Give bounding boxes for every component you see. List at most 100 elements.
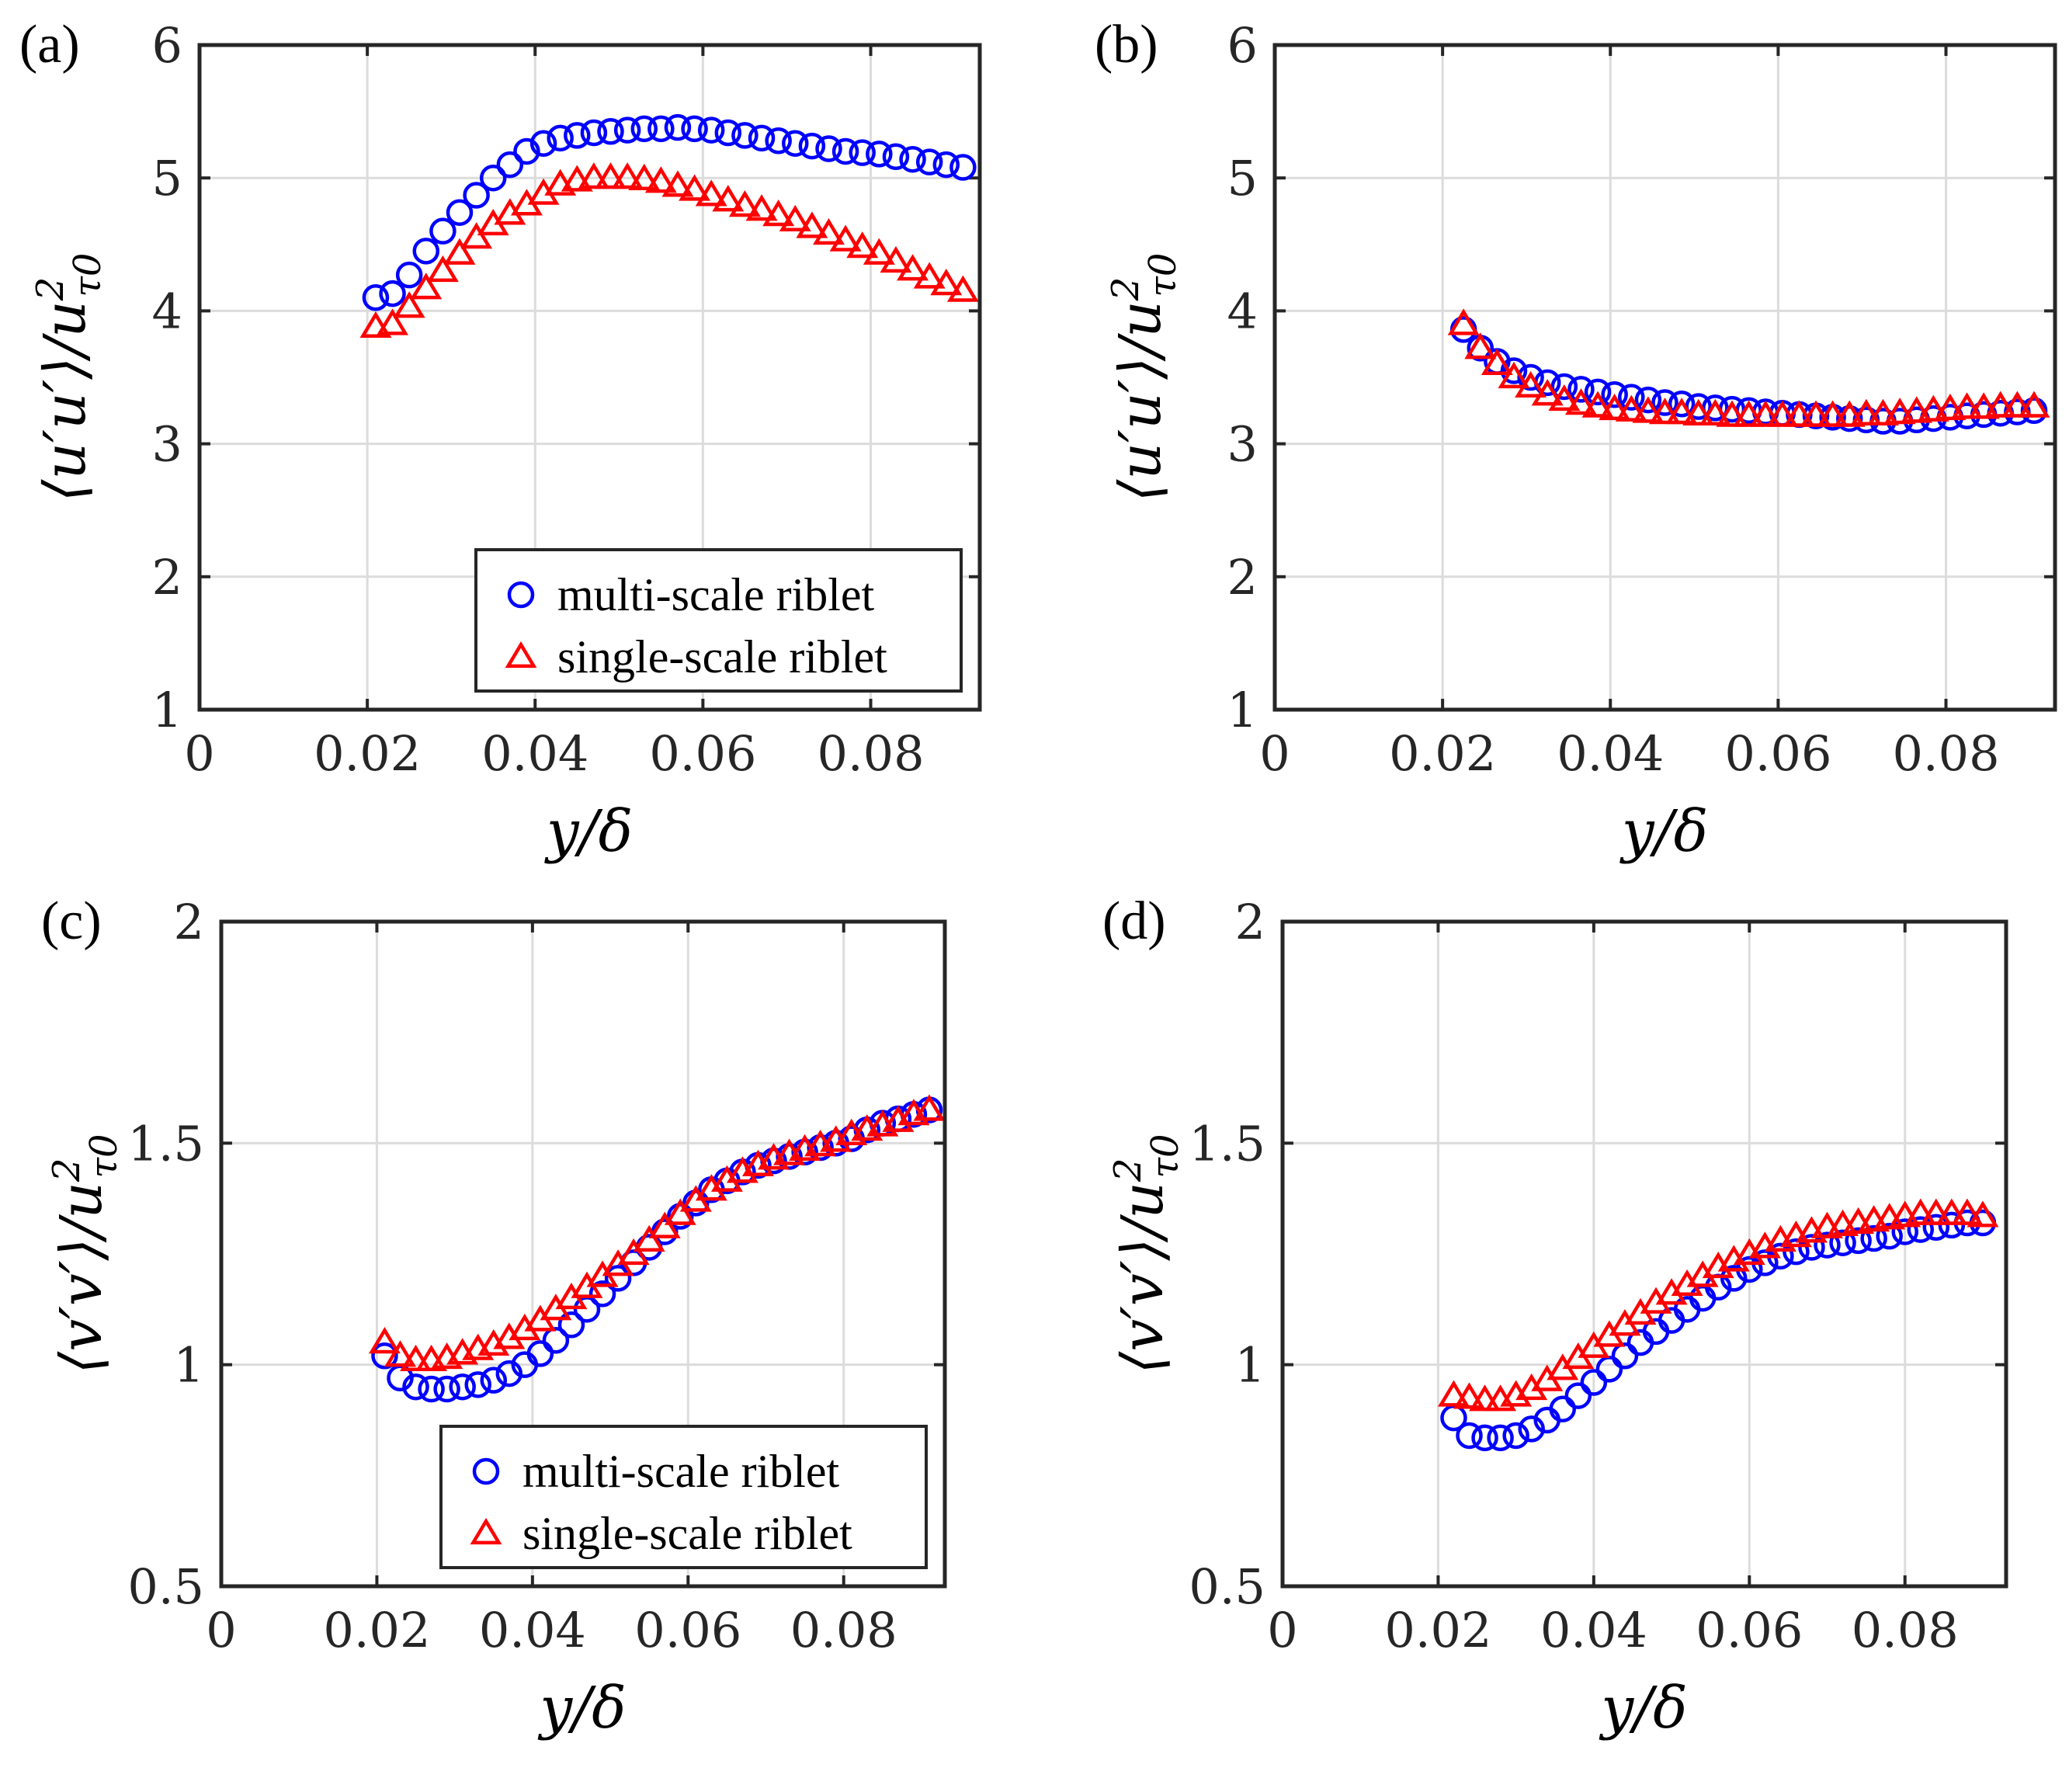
data-point bbox=[1584, 378, 1612, 406]
x-tick-label: 0.06 bbox=[634, 1602, 741, 1658]
x-tick-label: 0.02 bbox=[1389, 725, 1496, 782]
data-point bbox=[393, 291, 425, 318]
data-point bbox=[460, 222, 493, 249]
data-point bbox=[1783, 1238, 1810, 1266]
data-point bbox=[1883, 398, 1916, 425]
data-point bbox=[1438, 1380, 1470, 1407]
data-point bbox=[745, 194, 778, 221]
y-axis-label: ⟨v′v′⟩/u2τ0 bbox=[1106, 1134, 1187, 1374]
data-point bbox=[2018, 391, 2050, 418]
y-tick-label: 0.5 bbox=[127, 1558, 204, 1615]
data-point bbox=[1567, 376, 1595, 403]
data-point bbox=[1934, 393, 1967, 421]
data-point bbox=[557, 1311, 585, 1339]
y-axis-label-main: ⟨u′u′⟩/u bbox=[32, 300, 99, 502]
axes-box bbox=[1272, 43, 2057, 712]
axes-box bbox=[197, 43, 982, 712]
legend-box bbox=[439, 1425, 928, 1569]
y-tick-label: 4 bbox=[1227, 283, 1258, 339]
data-point bbox=[1564, 1382, 1592, 1409]
data-point bbox=[1615, 394, 1647, 422]
series-single-scale bbox=[368, 1094, 946, 1372]
data-point bbox=[595, 162, 627, 189]
data-point bbox=[588, 1280, 616, 1308]
y-axis-label-sup: 2 bbox=[1104, 277, 1147, 302]
data-point bbox=[1651, 389, 1678, 416]
y-tick-label: 0.5 bbox=[1189, 1558, 1265, 1615]
data-point bbox=[866, 141, 893, 168]
data-point bbox=[1518, 1415, 1545, 1443]
data-point bbox=[731, 122, 759, 149]
data-point bbox=[1922, 1214, 1950, 1242]
y-tick-label: 2 bbox=[152, 549, 182, 606]
data-point bbox=[697, 116, 725, 144]
y-axis-label-sup: 2 bbox=[1106, 1158, 1150, 1183]
data-point bbox=[547, 124, 574, 152]
data-point bbox=[796, 211, 828, 238]
data-point bbox=[617, 1238, 650, 1266]
data-point bbox=[412, 238, 440, 265]
data-point bbox=[1907, 1216, 1935, 1243]
y-axis-label: ⟨u′u′⟩/u2τ0 bbox=[1104, 253, 1185, 502]
y-tick-label: 2 bbox=[1227, 549, 1258, 606]
data-point bbox=[1850, 398, 1883, 425]
data-point bbox=[578, 162, 610, 189]
x-tick-label: 0.06 bbox=[649, 725, 756, 782]
data-point bbox=[496, 151, 524, 179]
data-point bbox=[1502, 1422, 1529, 1450]
data-point bbox=[712, 185, 745, 212]
x-tick-label: 0.08 bbox=[790, 1602, 897, 1658]
data-point bbox=[1951, 392, 1984, 419]
data-point bbox=[1967, 1200, 1999, 1228]
data-point bbox=[418, 1375, 445, 1403]
data-point bbox=[1984, 391, 2017, 418]
data-point bbox=[400, 1344, 432, 1372]
data-point bbox=[779, 204, 811, 232]
data-point bbox=[710, 1165, 743, 1192]
data-point bbox=[1640, 1287, 1672, 1314]
data-point bbox=[371, 1342, 398, 1370]
data-point bbox=[395, 261, 423, 289]
data-point bbox=[664, 113, 692, 141]
data-point bbox=[1481, 348, 1513, 375]
data-point bbox=[1967, 392, 2000, 419]
data-point bbox=[1682, 398, 1715, 425]
legend-marker-circle bbox=[472, 1457, 500, 1485]
x-tick-label: 0.02 bbox=[314, 725, 421, 782]
data-point bbox=[1464, 332, 1497, 359]
legend-marker-triangle bbox=[470, 1517, 502, 1545]
x-tick-label: 0.06 bbox=[1724, 725, 1831, 782]
data-point bbox=[1665, 398, 1698, 425]
data-point bbox=[495, 1360, 523, 1387]
x-tick-label: 0.08 bbox=[817, 725, 924, 782]
data-point bbox=[664, 1198, 696, 1225]
data-point bbox=[695, 1174, 727, 1201]
data-point bbox=[930, 269, 963, 296]
data-point bbox=[480, 1367, 508, 1394]
legend-box bbox=[474, 548, 963, 693]
axes-box bbox=[219, 919, 947, 1589]
data-point bbox=[899, 145, 926, 173]
data-point bbox=[1951, 1198, 1984, 1225]
data-point bbox=[647, 115, 675, 143]
data-point bbox=[529, 130, 557, 157]
data-point bbox=[1845, 1227, 1872, 1255]
data-point bbox=[526, 1340, 554, 1367]
data-point bbox=[1876, 1222, 1903, 1250]
data-point bbox=[1716, 400, 1748, 427]
y-axis-label-sub: τ0 bbox=[82, 1134, 126, 1178]
data-point bbox=[1668, 390, 1696, 418]
data-point bbox=[762, 200, 795, 227]
data-point bbox=[1766, 400, 1799, 427]
x-tick-label: 0.08 bbox=[1892, 725, 1999, 782]
y-axis-label-sup: 2 bbox=[45, 1158, 89, 1183]
y-axis-label: ⟨u′u′⟩/u2τ0 bbox=[29, 253, 109, 502]
x-tick-label: 0 bbox=[206, 1602, 236, 1658]
y-tick-label: 6 bbox=[1227, 17, 1258, 74]
legend-entry: multi-scale riblet bbox=[557, 569, 875, 620]
data-point bbox=[946, 275, 979, 302]
data-point bbox=[1498, 361, 1530, 389]
data-point bbox=[429, 217, 456, 245]
data-point bbox=[611, 162, 644, 189]
